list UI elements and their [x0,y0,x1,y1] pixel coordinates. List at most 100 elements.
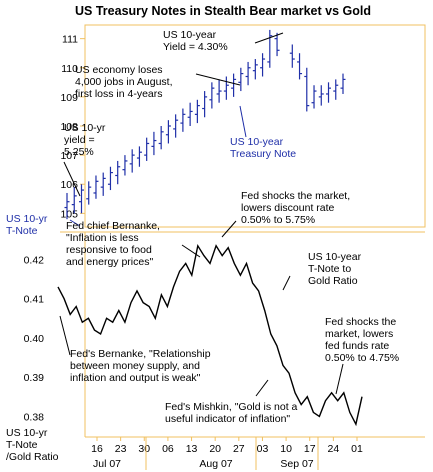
annotation-line: inflation and output is weak" [70,372,201,384]
ohlc-bar [165,120,171,144]
panel-frames [60,24,426,438]
annotation-line: Fed chief Bernanke, [66,220,160,232]
leader-discount-rate [221,220,237,238]
ohlc-bar [333,79,339,100]
ohlc-bar [144,137,150,161]
ohlc-bar [122,155,128,176]
x-tick-label: 03 [257,443,269,455]
ohlc-bar [202,91,208,118]
annotation-line: US 10-yr [6,427,48,439]
ohlc-bar [129,149,135,173]
ohlc-bar [194,99,200,124]
leader-fed-funds [335,363,344,395]
x-tick-label: 16 [91,443,103,455]
top-y-tick-label: 105 [60,208,78,220]
annotation-bernanke-food: Fed chief Bernanke, "Inflation is less res… [66,220,160,268]
bottom-y-axis: 0.42 0.41 0.40 0.39 0.38 [24,254,45,423]
annotation-line: and energy prices" [66,256,153,268]
annotation-line: first loss in 4-years [75,88,163,100]
annotation-line: Fed's Mishkin, "Gold is not a [165,401,298,413]
x-tick-label: 27 [233,443,245,455]
annotation-line: 4,000 jobs in August, [75,76,173,88]
annotation-leaders [59,32,344,397]
x-axis: 16 23 30 06 13 20 27 03 10 17 24 01 Jul 07 Aug 07 Sep … [91,437,363,470]
x-tick-label: 30 [138,443,150,455]
leader-ratio-label [282,275,291,291]
top-y-tick-label: 108 [60,121,78,133]
annotation-line: fed funds rate [325,340,389,352]
annotation-line: T-Note to [308,263,351,275]
x-tick-label: 23 [115,443,127,455]
annotation-line: US 10-yr [6,213,48,225]
top-ylabel-text: US 10-yr T-Note [6,213,48,237]
annotation-ratio-label: US 10-year T-Note to Gold Ratio [308,251,362,287]
ohlc-bar [297,53,303,80]
ohlc-bar [289,44,295,68]
annotation-text: US 10-year Yield = 4.30% [163,29,228,53]
x-tick-label: 17 [304,443,316,455]
annotation-line: yield = [64,134,95,146]
annotation-line: US 10-yr [64,122,106,134]
annotation-text: US 10-yr yield = 5.25% [64,122,106,158]
annotation-line: Treasury Note [230,148,296,160]
annotation-line: /Gold Ratio [6,451,59,463]
annotation-line: Fed shocks the market, [241,190,350,202]
ohlc-bar [326,82,332,103]
annotation-mishkin: Fed's Mishkin, "Gold is not a useful indi… [165,401,298,425]
ohlc-bar [187,102,193,126]
annotation-discount-rate: Fed shocks the market, lowers discount ra… [241,190,350,226]
leader-tnote-series [239,105,247,138]
bottom-y-tick-label: 0.42 [24,254,45,266]
ohlc-bar [173,114,179,138]
chart-title: US Treasury Notes in Stealth Bear market… [75,4,371,18]
annotation-line: 5.25% [64,146,94,158]
annotation-line: responsive to food [66,244,152,256]
top-y-tick-label: 111 [62,34,78,46]
ohlc-bar [136,146,142,167]
annotation-line: US economy loses [75,64,163,76]
annotation-text: US economy loses 4,000 jobs in August, fir… [75,64,173,100]
ohlc-bar [93,175,99,199]
bottom-y-tick-label: 0.38 [24,411,45,423]
ohlc-bar [231,73,237,97]
ratio-line [57,243,363,427]
ohlc-bar [158,126,164,150]
annotation-line: useful indicator of inflation" [165,413,290,425]
annotation-line: Fed's Bernanke, "Relationship [70,348,211,360]
x-tick-label: 01 [351,443,363,455]
ohlc-bar [100,172,106,196]
x-month-label: Jul 07 [93,458,121,470]
ohlc-bar [115,160,121,185]
x-tick-label: 10 [280,443,292,455]
annotation-line: Yield = 4.30% [163,41,228,53]
annotation-line: between money supply, and [70,360,200,372]
ratio-line-series [57,243,363,427]
top-y-tick-label: 107 [60,150,78,162]
top-y-tick-label: 110 [61,63,78,75]
ohlc-bar [64,192,70,220]
x-tick-label: 13 [186,443,198,455]
leader-bernanke-money [59,315,71,356]
leader-bernanke-food [181,244,201,258]
ohlc-bar [216,79,222,103]
bottom-y-tick-label: 0.40 [24,333,45,345]
ohlc-bar [180,108,186,132]
series-label-text: US 10-year Treasury Note [230,136,296,160]
bottom-y-axis-label: US 10-yr T-Note/Gold Ratio [6,427,59,463]
ohlc-bar [223,76,229,100]
annotation-line: US 10-year [163,29,217,41]
annotation-jobs-loss: US economy loses 4,000 jobs in August, fir… [75,64,173,100]
top-y-tick-label: 106 [60,179,78,191]
ohlc-bar [311,85,317,109]
annotation-yield-525: US 10-yr yield = 5.25% [64,122,106,158]
ohlc-bar [78,184,84,214]
annotation-yield-430: US 10-year Yield = 4.30% [163,29,228,53]
annotation-line: 0.50% to 4.75% [325,352,399,364]
annotation-text: Fed shocks the market, lowers fed funds ra… [325,316,399,364]
leader-tnote-axis [69,219,81,227]
ohlc-bar [86,181,92,205]
bottom-y-tick-label: 0.39 [24,372,45,384]
bottom-y-tick-label: 0.41 [24,294,45,306]
